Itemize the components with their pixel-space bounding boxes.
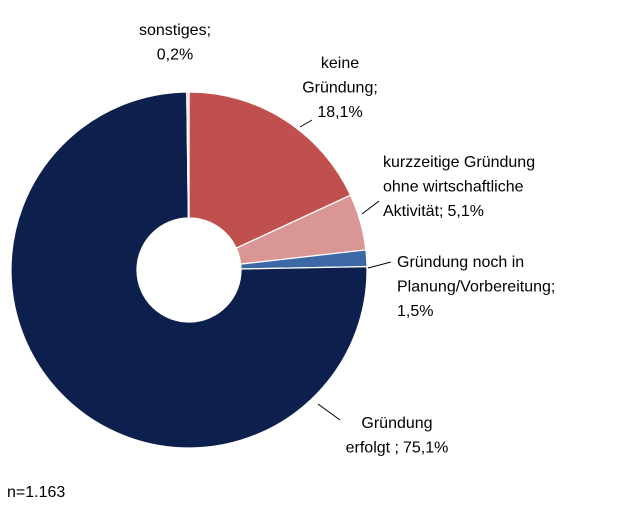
value-label: 5,1% [447, 203, 483, 220]
note: n=1.163 [7, 484, 65, 501]
data-label: Gründung erfolgt ; 75,1% [346, 415, 449, 457]
data-label: kurzzeitige Gründung ohne wirtschaftliche… [383, 154, 535, 220]
value-label: 1,5% [397, 303, 433, 320]
data-label: Gründung noch in Planung/Vorbereitung; 1,5… [397, 254, 555, 320]
label-text: sonstiges; [139, 22, 211, 39]
leader-line [299, 119, 313, 128]
label-text: Gründung [361, 415, 432, 432]
leader-line [367, 261, 392, 269]
data-label: sonstiges; 0,2% [139, 22, 211, 64]
label-text: Gründung; [302, 80, 378, 97]
donut-slice [188, 91, 352, 249]
label-text: erfolgt ; 75,1% [346, 440, 449, 457]
value-label: 18,1% [317, 104, 362, 121]
label-text: Aktivität; 5,1% [383, 203, 484, 220]
label-text: Gründung noch in [397, 254, 524, 271]
label-text: kurzzeitige Gründung [383, 154, 535, 171]
leader-line [317, 403, 341, 421]
label-text: Planung/Vorbereitung; [397, 279, 555, 296]
donut-slice [186, 91, 190, 219]
leader-line [361, 200, 380, 215]
label-text: ohne wirtschaftliche [383, 179, 524, 196]
label-text: keine [321, 55, 359, 72]
value-label: 0,2% [157, 47, 193, 64]
value-label: 75,1% [403, 440, 448, 457]
data-label: keine Gründung; 18,1% [302, 55, 378, 121]
donut-slice [10, 91, 368, 449]
